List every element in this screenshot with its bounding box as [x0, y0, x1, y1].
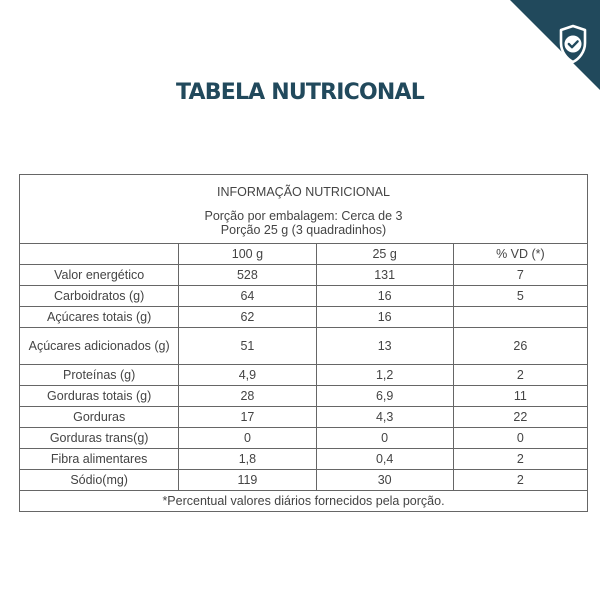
value-25g: 16: [315, 285, 454, 307]
value-vd: 22: [452, 406, 589, 428]
value-25g: 13: [315, 327, 454, 365]
value-vd: 5: [452, 285, 589, 307]
table-row: Carboidratos (g) 64 16 5: [18, 285, 589, 307]
column-header-row: 100 g 25 g % VD (*): [18, 243, 589, 265]
nutrient-name: Proteínas (g): [18, 364, 180, 386]
table-row: Gorduras totais (g) 28 6,9 11: [18, 385, 589, 407]
value-vd: 2: [452, 364, 589, 386]
page-title: TABELA NUTRICONAL: [176, 80, 425, 105]
nutrient-name: Gorduras totais (g): [18, 385, 180, 407]
nutrient-name: Açúcares totais (g): [18, 306, 180, 328]
table-row: Valor energético 528 131 7: [18, 264, 589, 286]
value-100g: 51: [178, 327, 317, 365]
nutrient-name: Fibra alimentares: [18, 448, 180, 470]
serving-per-package: Porção por embalagem: Cerca de 3: [204, 209, 403, 223]
badge-corner: [510, 0, 600, 90]
table-header-row: INFORMAÇÃO NUTRICIONAL Porção por embala…: [19, 174, 588, 244]
table-footnote: *Percentual valores diários fornecidos p…: [19, 490, 588, 512]
value-100g: 528: [178, 264, 317, 286]
value-vd: 2: [452, 469, 589, 491]
table-footer-row: *Percentual valores diários fornecidos p…: [19, 490, 588, 512]
table-row: Fibra alimentares 1,8 0,4 2: [18, 448, 589, 470]
nutrient-name: Sódio(mg): [18, 469, 180, 491]
value-100g: 17: [178, 406, 317, 428]
value-vd: 26: [452, 327, 589, 365]
value-100g: 64: [178, 285, 317, 307]
value-25g: 16: [315, 306, 454, 328]
shield-check-icon: [559, 24, 587, 64]
nutrient-name: Carboidratos (g): [18, 285, 180, 307]
serving-size: Porção 25 g (3 quadradinhos): [220, 223, 387, 237]
nutrient-name: Açúcares adicionados (g): [18, 327, 180, 365]
value-25g: 6,9: [315, 385, 454, 407]
compra-segura-badge: COMPRA SEGURA: [510, 0, 600, 90]
value-vd: [452, 306, 589, 328]
column-header: [18, 243, 180, 265]
nutrient-name: Gorduras: [18, 406, 180, 428]
value-100g: 28: [178, 385, 317, 407]
value-100g: 0: [178, 427, 317, 449]
value-100g: 4,9: [178, 364, 317, 386]
table-row: Açúcares totais (g) 62 16: [18, 306, 589, 328]
value-100g: 1,8: [178, 448, 317, 470]
table-row: Gorduras trans(g) 0 0 0: [18, 427, 589, 449]
nutrient-name: Gorduras trans(g): [18, 427, 180, 449]
value-25g: 131: [315, 264, 454, 286]
value-100g: 119: [178, 469, 317, 491]
value-100g: 62: [178, 306, 317, 328]
table-row: Gorduras 17 4,3 22: [18, 406, 589, 428]
badge-line1: COMPRA: [540, 68, 580, 78]
column-header: % VD (*): [452, 243, 589, 265]
nutrient-name: Valor energético: [18, 264, 180, 286]
badge-text: COMPRA SEGURA: [530, 69, 590, 87]
value-25g: 4,3: [315, 406, 454, 428]
column-header: 100 g: [178, 243, 317, 265]
value-25g: 0,4: [315, 448, 454, 470]
table-header: INFORMAÇÃO NUTRICIONAL Porção por embala…: [19, 174, 588, 244]
column-header: 25 g: [315, 243, 454, 265]
table-title: INFORMAÇÃO NUTRICIONAL: [217, 185, 390, 199]
table-row: Açúcares adicionados (g) 51 13 26: [18, 327, 589, 365]
value-25g: 0: [315, 427, 454, 449]
table-row: Proteínas (g) 4,9 1,2 2: [18, 364, 589, 386]
value-vd: 0: [452, 427, 589, 449]
value-25g: 1,2: [315, 364, 454, 386]
value-25g: 30: [315, 469, 454, 491]
value-vd: 2: [452, 448, 589, 470]
nutrition-table: INFORMAÇÃO NUTRICIONAL Porção por embala…: [18, 174, 589, 512]
value-vd: 11: [452, 385, 589, 407]
badge-line2: SEGURA: [541, 77, 579, 87]
table-row: Sódio(mg) 119 30 2: [18, 469, 589, 491]
value-vd: 7: [452, 264, 589, 286]
